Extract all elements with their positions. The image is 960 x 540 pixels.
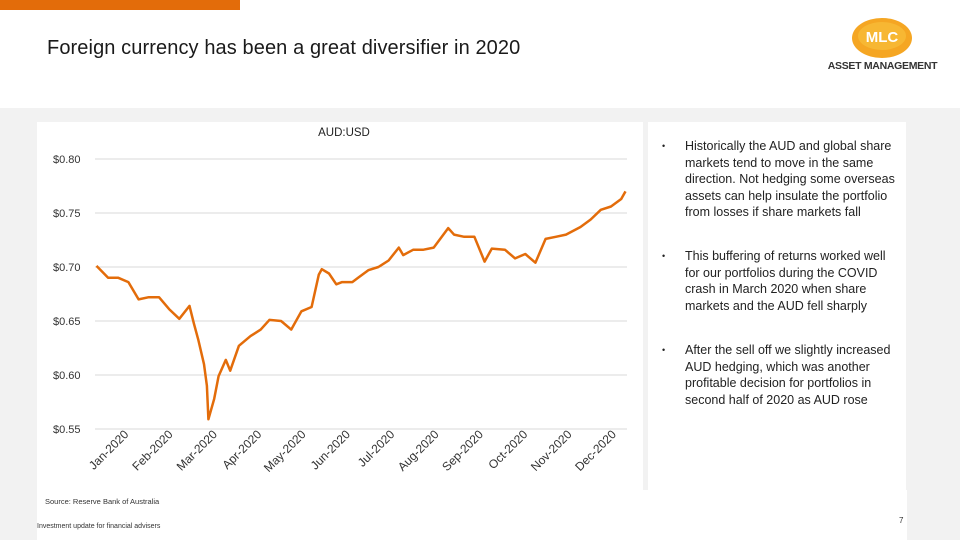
slide-header [0, 10, 960, 108]
footer-panel [37, 490, 907, 540]
logo-mark-text: MLC [866, 29, 899, 46]
x-tick-label: Mar-2020 [174, 427, 220, 473]
bullet-text: Historically the AUD and global share ma… [685, 139, 895, 220]
commentary-panel: • Historically the AUD and global share … [648, 122, 906, 490]
bullet-text: After the sell off we slightly increased… [685, 343, 891, 407]
top-accent-bar [0, 0, 240, 10]
page-number: 7 [899, 516, 904, 525]
chart-panel: $0.80 $0.75 $0.70 $0.65 $0.60 $0.55 Jan-2020 F… [37, 122, 643, 490]
aud-usd-line-chart: $0.80 $0.75 $0.70 $0.65 $0.60 $0.55 Jan-2020F… [53, 127, 627, 475]
x-tick-label: Jan-2020 [86, 427, 132, 473]
x-tick-label: Oct-2020 [485, 427, 530, 472]
y-tick-label: $0.80 [53, 154, 81, 166]
x-tick-label: Apr-2020 [219, 427, 264, 472]
chart-series [95, 190, 627, 421]
y-axis-tick-labels: $0.80 $0.75 $0.70 $0.65 $0.60 $0.55 [53, 154, 81, 436]
page-title: Foreign currency has been a great divers… [47, 37, 521, 59]
x-tick-label: Feb-2020 [129, 427, 175, 473]
x-tick-label: Jul-2020 [355, 427, 398, 470]
footer-note: Investment update for financial advisers [37, 523, 161, 530]
logo-mark-icon: MLC [852, 18, 912, 58]
bullet-dot: • [662, 345, 666, 355]
x-tick-label: Dec-2020 [572, 427, 619, 474]
bullet-dot: • [662, 251, 666, 261]
y-tick-label: $0.60 [53, 370, 81, 382]
x-tick-label: Nov-2020 [528, 427, 575, 474]
mlc-logo: MLC ASSET MANAGEMENT [820, 14, 945, 76]
y-tick-label: $0.70 [53, 262, 81, 274]
x-tick-label: May-2020 [261, 427, 309, 475]
aud-usd-series-line [95, 190, 627, 421]
logo-caption: ASSET MANAGEMENT [827, 60, 938, 72]
y-tick-label: $0.65 [53, 316, 81, 328]
x-tick-label: Sep-2020 [439, 427, 486, 474]
chart-gridlines [95, 158, 627, 430]
source-note: Source: Reserve Bank of Australia [45, 497, 160, 506]
x-tick-label: Jun-2020 [308, 427, 354, 473]
y-tick-label: $0.55 [53, 424, 81, 436]
bullet-text: This buffering of returns worked well fo… [685, 249, 886, 313]
x-tick-label: Aug-2020 [395, 427, 442, 474]
y-tick-label: $0.75 [53, 208, 81, 220]
bullet-dot: • [662, 141, 666, 151]
chart-title: AUD:USD [318, 127, 370, 139]
